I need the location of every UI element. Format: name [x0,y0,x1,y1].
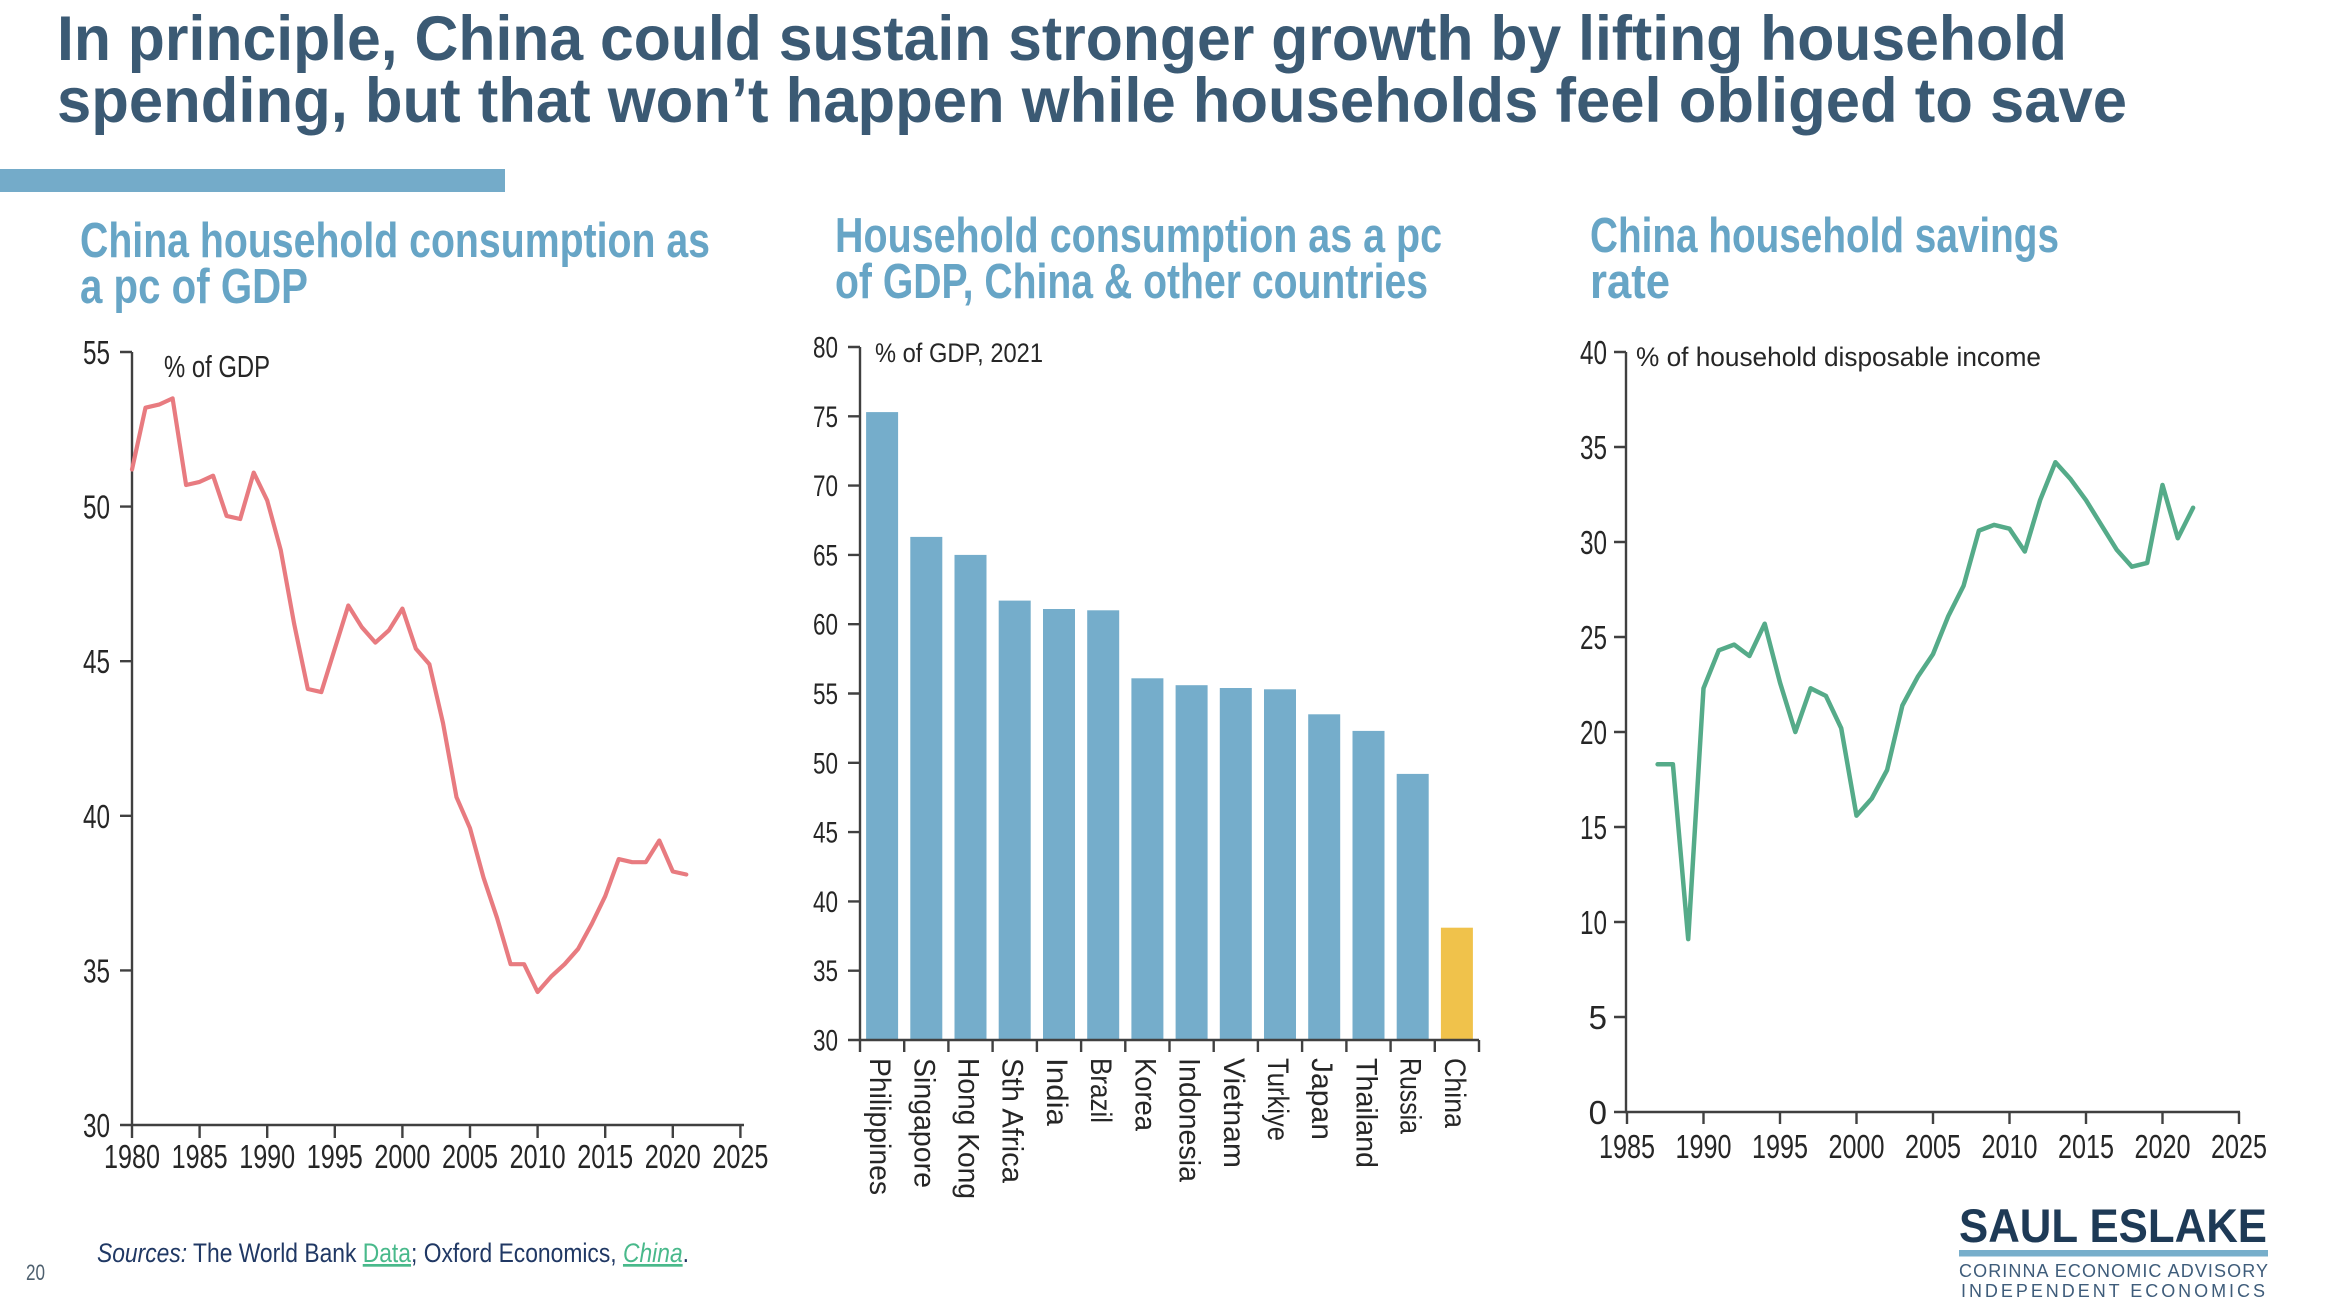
svg-text:30: 30 [1580,524,1607,561]
svg-text:2005: 2005 [1905,1128,1961,1165]
svg-text:65: 65 [813,539,838,572]
svg-text:55: 55 [83,334,110,371]
svg-text:45: 45 [83,643,110,680]
svg-text:1995: 1995 [307,1138,363,1175]
svg-text:15: 15 [1580,809,1607,846]
svg-text:0: 0 [1589,1094,1607,1131]
svg-text:45: 45 [813,817,838,850]
svg-text:35: 35 [83,952,110,989]
svg-text:2025: 2025 [2211,1128,2267,1165]
svg-text:a pc of GDP: a pc of GDP [80,260,308,314]
svg-text:China household consumption as: China household consumption as [80,214,710,268]
svg-text:35: 35 [1580,429,1607,466]
svg-text:40: 40 [813,886,838,919]
svg-text:2005: 2005 [442,1138,498,1175]
svg-text:2025: 2025 [712,1138,768,1175]
svg-text:INDEPENDENT ECONOMICS: INDEPENDENT ECONOMICS [1961,1281,2265,1300]
svg-text:2010: 2010 [510,1138,566,1175]
svg-text:2020: 2020 [645,1138,701,1175]
svg-text:80: 80 [813,332,838,365]
svg-text:2010: 2010 [1982,1128,2038,1165]
svg-text:Philippines: Philippines [863,1058,896,1195]
svg-text:of GDP, China & other countrie: of GDP, China & other countries [835,255,1428,309]
svg-text:35: 35 [813,955,838,988]
svg-text:75: 75 [813,401,838,434]
svg-text:70: 70 [813,470,838,503]
svg-text:Russia: Russia [1394,1058,1427,1134]
svg-text:China: China [1438,1058,1471,1128]
svg-text:spending, but that won’t happe: spending, but that won’t happen while ho… [57,66,2127,136]
svg-text:1980: 1980 [104,1138,160,1175]
svg-text:Singapore: Singapore [907,1058,940,1188]
svg-text:Hong Kong: Hong Kong [952,1058,985,1199]
svg-text:Japan: Japan [1305,1058,1338,1140]
svg-text:10: 10 [1580,904,1607,941]
svg-text:In principle, China could sust: In principle, China could sustain strong… [57,4,2067,74]
svg-text:1985: 1985 [1599,1128,1655,1165]
svg-text:2000: 2000 [374,1138,430,1175]
svg-text:Korea: Korea [1128,1058,1161,1131]
svg-text:India: India [1040,1058,1073,1126]
svg-text:50: 50 [813,747,838,780]
svg-text:% of GDP, 2021: % of GDP, 2021 [875,338,1043,368]
svg-text:Turkiye: Turkiye [1261,1058,1294,1141]
svg-text:50: 50 [83,489,110,526]
svg-text:20: 20 [1580,714,1607,751]
svg-text:CORINNA ECONOMIC ADVISORY: CORINNA ECONOMIC ADVISORY [1959,1261,2268,1281]
svg-text:55: 55 [813,678,838,711]
svg-text:5: 5 [1589,999,1607,1036]
svg-text:SAUL ESLAKE: SAUL ESLAKE [1959,1199,2267,1252]
svg-text:40: 40 [83,798,110,835]
svg-text:Indonesia: Indonesia [1173,1058,1206,1182]
svg-text:China household savings: China household savings [1590,209,2059,263]
svg-text:Sources: The World Bank Data;: Sources: The World Bank Data; Oxford Eco… [97,1238,689,1268]
svg-text:1985: 1985 [172,1138,228,1175]
svg-text:20: 20 [26,1260,45,1285]
svg-text:2020: 2020 [2135,1128,2191,1165]
svg-text:rate: rate [1590,255,1670,309]
svg-text:2015: 2015 [2058,1128,2114,1165]
svg-text:2000: 2000 [1829,1128,1885,1165]
svg-text:Brazil: Brazil [1084,1058,1117,1123]
svg-text:30: 30 [83,1107,110,1144]
svg-text:Sth Africa: Sth Africa [996,1058,1029,1183]
svg-text:60: 60 [813,609,838,642]
svg-text:Household consumption as a pc: Household consumption as a pc [835,209,1442,263]
svg-text:Thailand: Thailand [1350,1058,1383,1168]
svg-text:1990: 1990 [239,1138,295,1175]
svg-text:1995: 1995 [1752,1128,1808,1165]
svg-text:1990: 1990 [1676,1128,1732,1165]
svg-text:2015: 2015 [577,1138,633,1175]
svg-text:Vietnam: Vietnam [1217,1058,1250,1168]
svg-text:% of household disposable inco: % of household disposable income [1636,342,2041,372]
svg-text:25: 25 [1580,619,1607,656]
svg-text:% of GDP: % of GDP [164,349,270,384]
svg-text:30: 30 [813,1025,838,1058]
svg-text:40: 40 [1580,334,1607,371]
